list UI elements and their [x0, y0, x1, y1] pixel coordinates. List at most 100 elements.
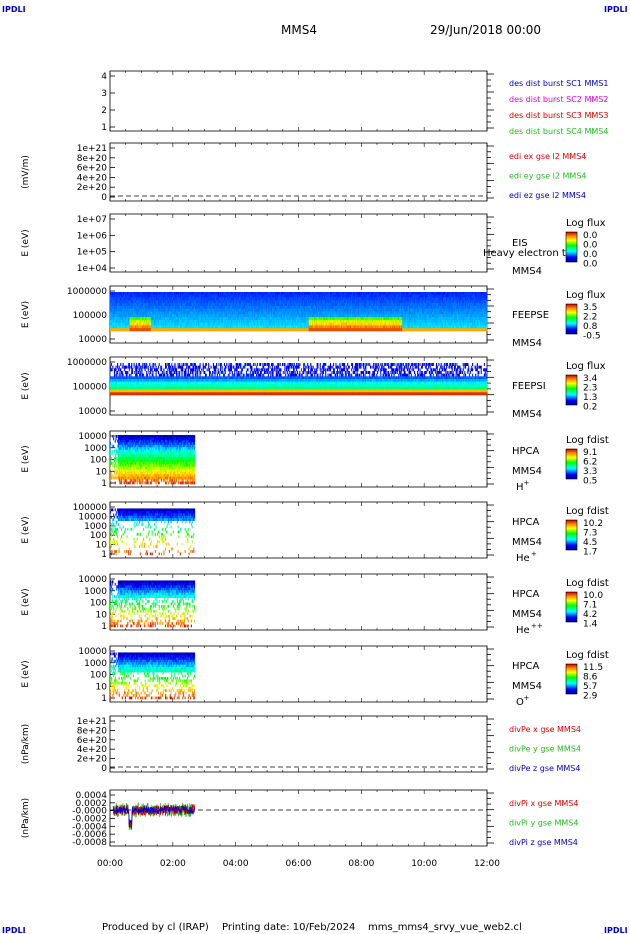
spectrogram-cell [224, 294, 226, 298]
spectrogram-cell [223, 292, 225, 296]
spectrogram-cell [208, 292, 210, 296]
spectrogram-cell [119, 297, 121, 301]
spectrogram-cell [150, 294, 152, 298]
spectrogram-cell [327, 300, 329, 304]
spectrogram-cell [382, 305, 384, 310]
spectrogram-cell [182, 292, 184, 296]
spectrogram-cell [269, 300, 271, 304]
spectrogram-cell [171, 297, 173, 301]
spectrogram-cell [363, 292, 365, 296]
spectrogram-cell [270, 303, 272, 307]
spectrogram-cell [274, 297, 277, 301]
spectrogram-cell [136, 292, 138, 296]
spectrogram-cell [362, 297, 364, 301]
spectrogram-cell [157, 297, 159, 301]
spectrogram-cell [132, 297, 134, 301]
spectrogram-cell [449, 303, 451, 307]
spectrogram-cell [318, 292, 320, 296]
spectrogram-cell [161, 305, 163, 310]
spectrogram-cell [183, 305, 185, 310]
spectrogram-cell [245, 303, 247, 307]
spectrogram-cell [399, 292, 401, 296]
spectrogram-cell [170, 300, 172, 304]
spectrogram-cell [483, 292, 485, 296]
spectrogram-cell [129, 297, 131, 301]
spectrogram-cell [228, 294, 230, 298]
spectrogram-cell [406, 292, 408, 296]
spectrogram-cell [166, 300, 168, 304]
spectrogram-cell [170, 305, 172, 310]
spectrogram-cell [361, 303, 363, 307]
spectrogram-cell [308, 292, 310, 296]
spectrogram-cell [244, 303, 246, 307]
spectrogram-cell [329, 300, 332, 304]
spectrogram-cell [211, 300, 213, 304]
spectrogram-cell [334, 297, 336, 301]
spectrogram-cell [197, 292, 199, 296]
spectrogram-cell [260, 292, 262, 296]
spectrogram-cell [256, 305, 258, 310]
spectrogram-cell [335, 303, 337, 307]
spectrogram-cell [432, 292, 434, 296]
spectrogram-cell [127, 303, 129, 307]
spectrogram-cell [413, 303, 416, 307]
spectrogram-cell [402, 297, 404, 301]
spectrogram-cell [188, 294, 190, 298]
spectrogram-cell [479, 294, 482, 298]
spectrogram-cell [187, 292, 189, 296]
spectrogram-cell [427, 297, 429, 301]
colorbar-tick: 7.1 [583, 601, 597, 611]
spectrogram-cell [156, 303, 158, 307]
spectrogram-cell [351, 305, 353, 310]
spectrogram-cell [334, 294, 336, 298]
spectrogram-cell [348, 305, 350, 310]
spectrogram-cell [112, 303, 114, 307]
spectrogram-cell [395, 303, 397, 307]
spectrogram-cell [389, 297, 391, 301]
spectrogram-cell [419, 300, 421, 304]
spectrogram-cell [392, 294, 394, 298]
spectrogram-cell [387, 300, 389, 304]
spectrogram-cell [308, 297, 310, 301]
spectrogram-cell [420, 294, 422, 298]
spectrogram-cell [443, 303, 445, 307]
spectrogram-cell [345, 300, 347, 304]
y-tick-label: 1 [101, 694, 107, 704]
spectrogram-cell [265, 292, 267, 296]
spectrogram-cell [391, 303, 394, 307]
spectrogram-cell [119, 303, 121, 307]
spectrogram-cell [196, 300, 198, 304]
spectrogram-cell [249, 294, 251, 298]
spectrogram-cell [134, 292, 136, 296]
spectrogram-cell [203, 303, 205, 307]
spectrogram-cell [240, 303, 242, 307]
spectrogram-cell [308, 305, 310, 310]
spectrogram-cell [380, 305, 383, 310]
spectrogram-cell [399, 294, 401, 298]
spectrogram-cell [386, 292, 388, 296]
spectrogram-cell [309, 303, 311, 307]
spectrogram-cell [348, 303, 350, 307]
spectrogram-cell [117, 294, 119, 298]
spectrogram-cell [311, 294, 313, 298]
spectrogram-cell [466, 303, 468, 307]
spectrogram-cell [320, 305, 322, 310]
spectrogram-cell [231, 297, 233, 301]
spectrogram-cell [326, 297, 328, 301]
spectrogram-cell [349, 305, 351, 310]
spectrogram-cell [456, 294, 458, 298]
spectrogram-cell [175, 300, 178, 304]
spectrogram-cell [124, 300, 126, 304]
spectrogram-cell [118, 297, 120, 301]
spectrogram-cell [149, 300, 151, 304]
spectrogram-cell [169, 294, 171, 298]
spectrogram-cell [150, 297, 152, 301]
spectrogram-cell [455, 294, 457, 298]
spectrogram-cell [208, 305, 211, 310]
spectrogram-cell [336, 292, 338, 296]
spectrogram-cell [248, 297, 250, 301]
spectrogram-cell [267, 292, 269, 296]
y-tick-label: 100 [90, 531, 107, 541]
spectrogram-cell [232, 300, 234, 304]
spectrogram-cell [234, 303, 236, 307]
